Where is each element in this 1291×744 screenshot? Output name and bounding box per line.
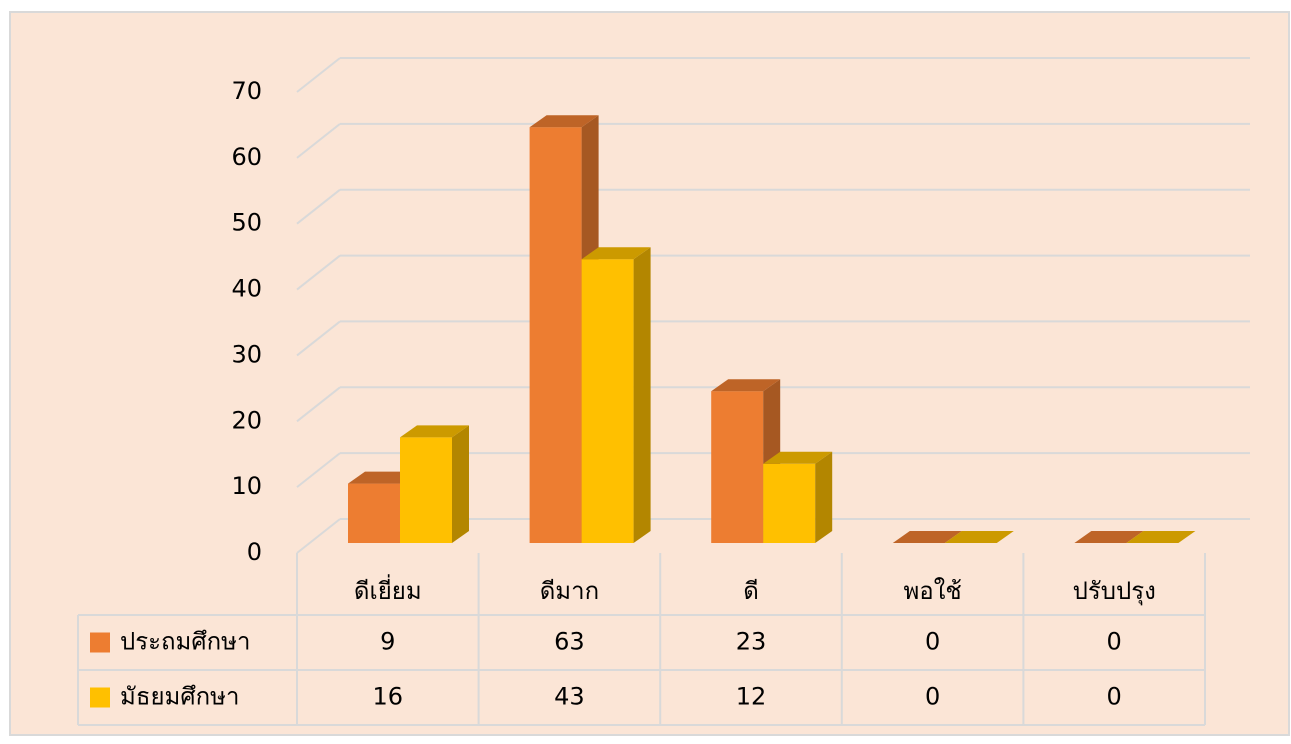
table-value: 9 [380,628,395,656]
table-value: 63 [554,628,585,656]
table-value: 16 [373,683,404,711]
x-tick-label: ปรับปรุง [1073,577,1156,606]
bar-top [529,115,599,128]
y-tick-label: 60 [231,143,262,171]
table-value: 12 [736,683,767,711]
grid-line [296,518,341,554]
bar-front [763,463,816,543]
table-value: 0 [1107,628,1122,656]
bar-top [711,379,781,392]
bar-front [348,483,400,543]
grid-line [296,123,341,159]
grid-line [296,452,341,488]
table-value: 0 [1107,683,1122,711]
x-tick-label: ดีมาก [540,577,599,605]
bar-front [581,259,634,543]
bar-side [815,451,833,543]
table-value: 0 [925,628,940,656]
legend-label: ประถมศึกษา [120,628,250,656]
bar-top [581,247,651,260]
y-tick-label: 50 [231,209,262,237]
bar-top [348,471,417,484]
table-value: 23 [736,628,767,656]
bar-top [944,531,1014,543]
y-tick-label: 20 [231,406,262,434]
table-value: 43 [554,683,585,711]
bar-front [711,391,764,543]
x-tick-label: ดี [743,577,759,605]
grid-line [296,320,341,357]
bar-top [1126,531,1196,543]
y-tick-label: 70 [231,77,262,105]
bar-top [1074,531,1144,543]
table-value: 0 [925,683,940,711]
legend-swatch [90,632,110,653]
bar-front [400,437,452,543]
y-tick-label: 0 [247,538,262,566]
bar-top [400,425,469,438]
x-tick-label: ดีเยี่ยม [354,574,422,605]
grid-line [296,57,341,93]
legend-swatch [90,687,110,708]
grid-line [296,254,341,291]
bar-side [633,247,651,543]
legend-label: มัธยมศึกษา [120,683,239,711]
bar-side [452,425,469,543]
bar-top [892,531,962,543]
bar-top [763,451,833,464]
y-tick-label: 40 [231,275,262,303]
bar-front [529,127,582,543]
y-tick-label: 10 [231,472,262,500]
y-tick-label: 30 [231,340,262,368]
grid-line [296,386,341,423]
grid-line [296,188,341,225]
x-tick-label: พอใช้ [903,577,961,605]
